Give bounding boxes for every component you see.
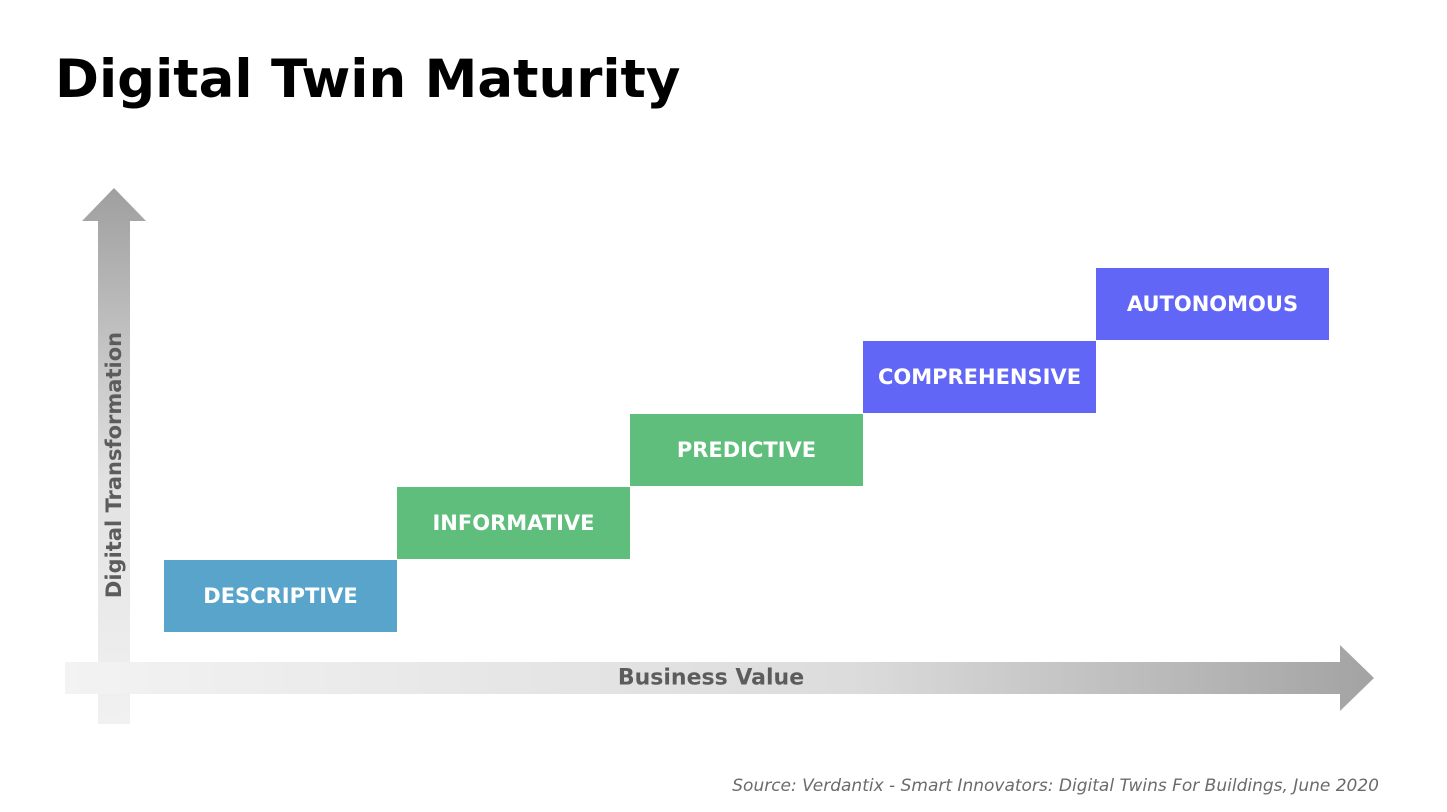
stage-block <box>164 560 397 632</box>
stage-comprehensive: COMPREHENSIVE <box>863 341 1096 413</box>
stage-label: COMPREHENSIVE <box>878 365 1081 389</box>
stage-informative: INFORMATIVE <box>397 487 630 559</box>
stages: DESCRIPTIVE INFORMATIVE PREDICTIVE COMPR… <box>164 268 1329 632</box>
stage-block <box>397 487 630 559</box>
stage-label: DESCRIPTIVE <box>203 584 357 608</box>
x-axis-label: Business Value <box>618 666 804 691</box>
source-citation: Source: Verdantix - Smart Innovators: Di… <box>732 776 1379 796</box>
stage-label: PREDICTIVE <box>677 438 816 462</box>
stage-descriptive: DESCRIPTIVE <box>164 560 397 632</box>
y-axis-label: Digital Transformation <box>102 332 126 598</box>
stage-label: INFORMATIVE <box>432 511 594 535</box>
stage-label: AUTONOMOUS <box>1127 292 1298 316</box>
stage-predictive: PREDICTIVE <box>630 414 863 486</box>
x-axis-arrow <box>65 645 1374 711</box>
y-axis-arrow <box>82 188 146 724</box>
page-title: Digital Twin Maturity <box>55 49 681 110</box>
stage-block <box>1096 268 1329 340</box>
stage-block <box>630 414 863 486</box>
stage-block <box>863 341 1096 413</box>
stage-autonomous: AUTONOMOUS <box>1096 268 1329 340</box>
